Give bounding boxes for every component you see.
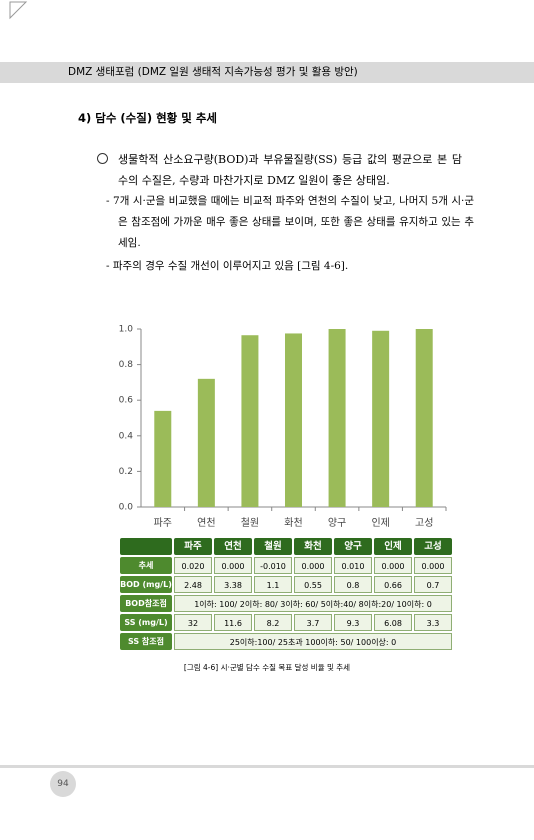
x-tick-label: 철원 — [241, 517, 259, 529]
table-cell: -0.010 — [254, 557, 292, 574]
table-cell: 3.3 — [414, 614, 452, 631]
row-label: BOD (mg/L) — [120, 576, 172, 593]
table-cell: 0.020 — [174, 557, 212, 574]
data-table: 파주 연천 철원 화천 양구 인제 고성 추세 0.020 0.000 -0.010 0.000 0.0… — [120, 538, 452, 650]
column-header: 철원 — [254, 538, 292, 555]
bullet — [97, 153, 108, 164]
section-heading: 4) 담수 (수질) 현황 및 추세 — [78, 111, 218, 125]
bar — [372, 330, 390, 507]
table-cell: 2.48 — [174, 576, 212, 593]
table-cell: 1.1 — [254, 576, 292, 593]
x-tick-label: 인제 — [371, 517, 389, 529]
table-cell: 0.000 — [374, 557, 412, 574]
table-cell: 0.7 — [414, 576, 452, 593]
y-tick-label: 0.6 — [119, 396, 134, 406]
bar — [285, 333, 302, 507]
row-label: SS 참조점 — [120, 633, 172, 650]
x-tick-label: 연천 — [197, 517, 215, 529]
y-tick-label: 0.2 — [119, 467, 133, 477]
table-cell: 9.3 — [334, 614, 372, 631]
table-cell: 32 — [174, 614, 212, 631]
chart: 0.0 0.2 0.4 0.6 0.8 1.0 파주 연천 철원 화천 양구 인제 고성 — [119, 325, 447, 529]
row-label: 추세 — [120, 557, 172, 574]
table-cell: 0.000 — [214, 557, 252, 574]
table-cell: 0.000 — [414, 557, 452, 574]
row-label: BOD참조점 — [120, 595, 172, 612]
column-header: 파주 — [174, 538, 212, 555]
corner-icon — [9, 1, 28, 20]
column-header: 양구 — [334, 538, 372, 555]
table-cell: 0.000 — [294, 557, 332, 574]
bar — [197, 378, 215, 507]
y-tick-label: 0.0 — [119, 503, 134, 513]
bar — [328, 329, 346, 507]
paragraph: 생물학적 산소요구량(BOD)과 부유물질량(SS) 등급 값의 평균으로 본 … — [118, 153, 462, 187]
x-tick-label: 고성 — [415, 517, 433, 529]
merged-cell: 25이하:100/ 25초과 100이하: 50/ 100이상: 0 — [174, 633, 452, 650]
y-tick-label: 0.4 — [119, 431, 134, 441]
table-cell: 3.7 — [294, 614, 332, 631]
table-cell: 6.08 — [374, 614, 412, 631]
table-cell: 0.8 — [334, 576, 372, 593]
list-item: - 파주의 경우 수질 개선이 이루어지고 있음 [그림 4-6]. — [106, 260, 349, 272]
merged-cell: 1이하: 100/ 2이하: 80/ 3이하: 60/ 5이하:40/ 8이하:… — [174, 595, 452, 612]
column-header: 연천 — [214, 538, 252, 555]
list-item: - 7개 시·군을 비교했을 때에는 비교적 파주와 연천의 수질이 낮고, 나… — [106, 195, 474, 249]
row-label: SS (mg/L) — [120, 614, 172, 631]
table-cell: 11.6 — [214, 614, 252, 631]
table-cell: 3.38 — [214, 576, 252, 593]
footer-line — [0, 765, 534, 768]
bar — [154, 410, 172, 507]
column-header: 인제 — [374, 538, 412, 555]
corner-cell — [120, 538, 172, 555]
bar — [241, 335, 259, 507]
header-title: DMZ 생태포럼 (DMZ 일원 생태적 지속가능성 평가 및 활용 방안) — [68, 66, 358, 78]
column-header: 화천 — [294, 538, 332, 555]
column-header: 고성 — [414, 538, 452, 555]
y-tick-label: 1.0 — [119, 325, 134, 335]
bar — [415, 329, 433, 507]
page-number: 94 — [50, 771, 76, 797]
x-tick-label: 양구 — [328, 517, 346, 529]
header-band: DMZ 생태포럼 (DMZ 일원 생태적 지속가능성 평가 및 활용 방안) — [0, 62, 534, 83]
table-cell: 0.55 — [294, 576, 332, 593]
x-tick-label: 화천 — [284, 517, 302, 529]
caption: [그림 4-6] 시·군별 담수 수질 목표 달성 비율 및 추세 — [183, 663, 351, 672]
table-cell: 0.66 — [374, 576, 412, 593]
y-tick-label: 0.8 — [119, 360, 134, 370]
x-tick-label: 파주 — [154, 517, 172, 529]
table-cell: 8.2 — [254, 614, 292, 631]
table-cell: 0.010 — [334, 557, 372, 574]
